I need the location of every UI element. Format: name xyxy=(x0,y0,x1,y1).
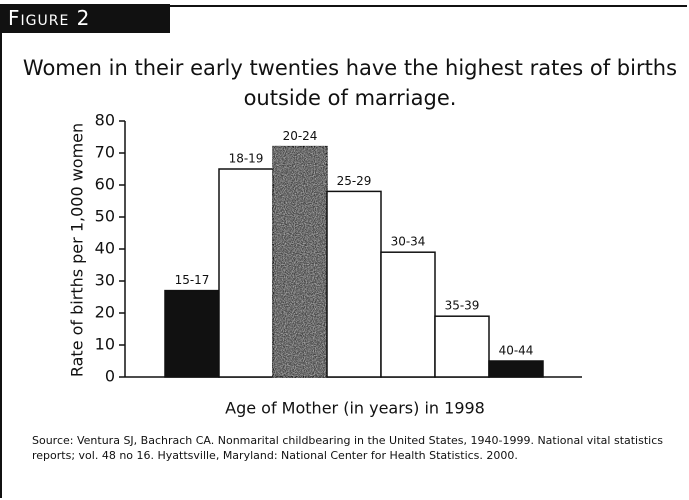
source-note: Source: Ventura SJ, Bachrach CA. Nonmari… xyxy=(32,434,663,462)
bar-label: 35-39 xyxy=(445,299,480,313)
bar-label: 30-34 xyxy=(391,235,426,249)
y-tick-label: 70 xyxy=(95,143,115,162)
bar xyxy=(272,145,328,378)
figure-label: Figure 2 xyxy=(0,4,170,33)
bar xyxy=(488,360,544,378)
y-tick-label: 80 xyxy=(95,111,115,130)
y-tick-label: 0 xyxy=(105,367,115,386)
y-tick-label: 40 xyxy=(95,239,115,258)
y-tick-label: 30 xyxy=(95,271,115,290)
y-tick-label: 50 xyxy=(95,207,115,226)
bar xyxy=(326,190,382,378)
bar-label: 25-29 xyxy=(337,174,372,188)
bar xyxy=(164,289,220,378)
bar-label: 15-17 xyxy=(175,273,210,287)
bar xyxy=(434,315,490,378)
chart-title: Women in their early twenties have the h… xyxy=(22,56,678,110)
frame xyxy=(0,5,687,498)
y-tick-label: 20 xyxy=(95,303,115,322)
y-axis-label: Rate of births per 1,000 women xyxy=(68,123,87,377)
bar xyxy=(218,168,274,378)
bar-label: 20-24 xyxy=(283,129,318,143)
bar-label: 40-44 xyxy=(499,344,534,358)
bar xyxy=(380,251,436,378)
bar-label: 18-19 xyxy=(229,152,264,166)
y-tick-label: 60 xyxy=(95,175,115,194)
y-tick-label: 10 xyxy=(95,335,115,354)
x-axis-label: Age of Mother (in years) in 1998 xyxy=(225,399,485,418)
